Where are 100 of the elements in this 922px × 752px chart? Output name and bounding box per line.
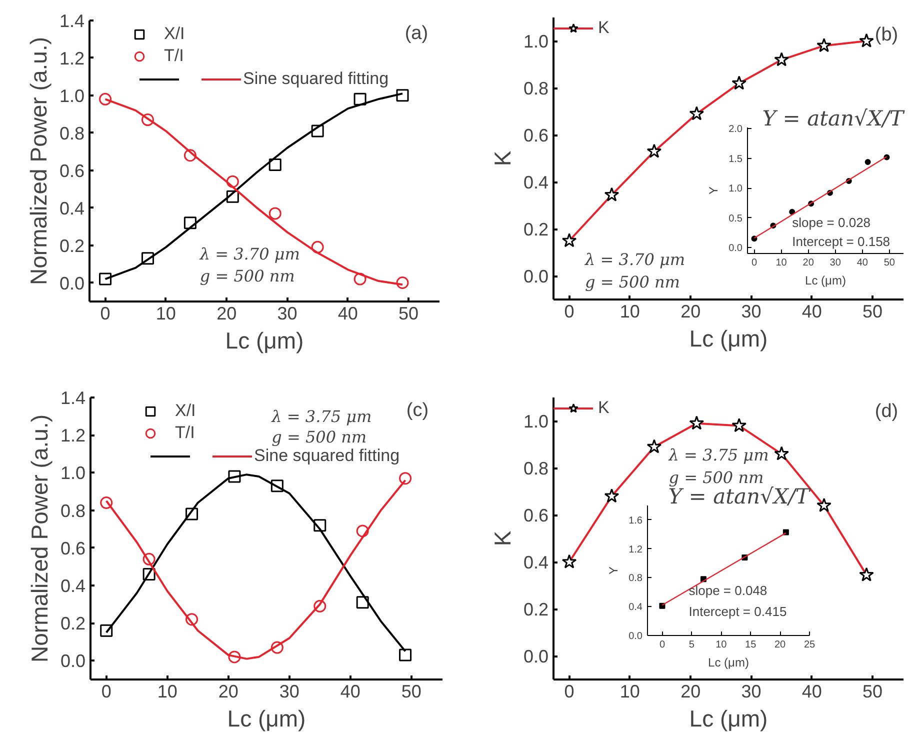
y-tick-label: 0.8: [60, 500, 86, 521]
x-tick-label: 0: [101, 682, 112, 702]
point: [226, 190, 239, 203]
annotation: slope = 0.048: [688, 583, 768, 598]
point: [399, 648, 412, 662]
y-tick-label: 0.6: [60, 538, 86, 558]
annotation: λ = 3.75 μm: [270, 406, 372, 426]
y-tick-label: 0.4: [59, 198, 85, 218]
point: [396, 89, 409, 102]
point: [311, 240, 324, 254]
y-tick-label: 0.6: [523, 506, 549, 526]
y-tick-label: 1.0: [523, 412, 549, 432]
x-tick-label: 0: [564, 682, 574, 702]
x-tick-label: 20: [802, 258, 814, 268]
annotation: (c): [406, 400, 429, 422]
point: [228, 650, 241, 664]
x-axis-title: Lc (μm): [225, 328, 304, 354]
y-tick-label: 0.8: [523, 78, 549, 98]
annotation: λ = 3.70 μm: [198, 244, 300, 264]
annotation: λ = 3.70 μm: [584, 250, 686, 270]
annotation: g = 500 nm: [668, 468, 764, 487]
y-tick-label: 0.0: [59, 273, 85, 294]
y-axis-title: K: [489, 530, 516, 546]
x-tick-label: 10: [157, 682, 178, 702]
y-tick-label: 1.2: [628, 544, 643, 556]
y-tick-label: 0.5: [728, 213, 743, 224]
y-tick-label: 2.0: [728, 124, 743, 136]
y-tick-label: 0.2: [60, 614, 86, 634]
point: [270, 641, 284, 654]
y-axis-title: Normalized Power (a.u.): [25, 37, 52, 285]
point: [314, 519, 326, 532]
x-tick-label: 10: [156, 304, 176, 324]
y-tick-label: 0.0: [60, 651, 86, 672]
legend-label: Sine squared fitting: [254, 446, 400, 467]
y-tick-label: 0.8: [523, 458, 549, 478]
point: [142, 568, 156, 580]
x-tick-label: 50: [401, 682, 422, 702]
point: [396, 276, 409, 290]
x-tick-label: 40: [856, 258, 868, 268]
y-axis-title: Y: [706, 186, 721, 194]
point: [186, 508, 198, 520]
legend-label: Sine squared fitting: [243, 68, 389, 90]
y-tick-label: 1.2: [59, 48, 85, 68]
y-tick-label: 0.4: [60, 576, 86, 596]
y-axis-title: Y: [606, 566, 621, 574]
annotation: g = 500 nm: [585, 272, 680, 292]
x-tick-label: 40: [802, 302, 822, 322]
point: [142, 552, 156, 566]
x-tick-label: 10: [620, 302, 640, 322]
x-tick-label: 20: [680, 682, 701, 702]
point: [354, 272, 366, 286]
y-tick-label: 0.0: [523, 646, 549, 666]
x-tick-label: 50: [862, 682, 883, 702]
x-tick-label: 20: [774, 640, 786, 650]
x-tick-label: 25: [804, 640, 816, 650]
y-tick-label: 0.0: [628, 631, 643, 642]
y-tick-label: 1.0: [60, 463, 86, 484]
x-tick-label: 20: [216, 304, 237, 324]
x-tick-label: 30: [741, 682, 762, 702]
x-axis-title: Lc (μm): [708, 656, 749, 670]
point: [399, 472, 412, 485]
annotation: g = 500 nm: [200, 266, 295, 286]
legend-label: X/I: [175, 400, 196, 422]
y-tick-label: 1.4: [59, 11, 85, 31]
y-tick-label: 0.8: [628, 573, 643, 584]
y-tick-label: 0.0: [728, 243, 743, 254]
point: [228, 470, 241, 483]
x-tick-label: 0: [564, 302, 574, 322]
x-tick-label: 30: [830, 258, 842, 268]
y-tick-label: 1.4: [60, 388, 86, 408]
x-axis-title: Lc (μm): [227, 706, 306, 732]
point: [268, 158, 282, 171]
x-tick-label: 50: [884, 258, 896, 268]
y-tick-label: 1.6: [628, 515, 643, 526]
annotation: (a): [404, 23, 428, 44]
y-tick-label: 0.8: [59, 123, 85, 144]
y-tick-label: 1.5: [728, 154, 743, 165]
point: [356, 524, 369, 538]
legend-label: K: [598, 397, 610, 419]
point: [184, 149, 196, 162]
legend-label: T/I: [164, 45, 184, 67]
x-tick-label: 50: [862, 302, 883, 322]
annotation: (d): [874, 401, 898, 422]
x-tick-label: 30: [741, 302, 762, 322]
x-tick-label: 10: [620, 682, 640, 702]
y-tick-label: 0.6: [523, 126, 549, 146]
point: [99, 272, 112, 286]
y-tick-label: 0.4: [523, 552, 549, 572]
point: [356, 596, 369, 609]
point: [226, 175, 239, 188]
legend-label: K: [598, 17, 610, 39]
annotation: slope = 0.028: [792, 215, 871, 230]
x-tick-label: 30: [279, 682, 300, 702]
y-tick-label: 0.4: [628, 602, 643, 614]
point: [268, 207, 282, 220]
x-axis-title: Lc (μm): [689, 706, 768, 732]
point: [864, 158, 871, 165]
annotation: Intercept = 0.415: [688, 604, 787, 620]
x-tick-label: 40: [340, 682, 360, 702]
y-tick-label: 1.0: [728, 184, 743, 195]
